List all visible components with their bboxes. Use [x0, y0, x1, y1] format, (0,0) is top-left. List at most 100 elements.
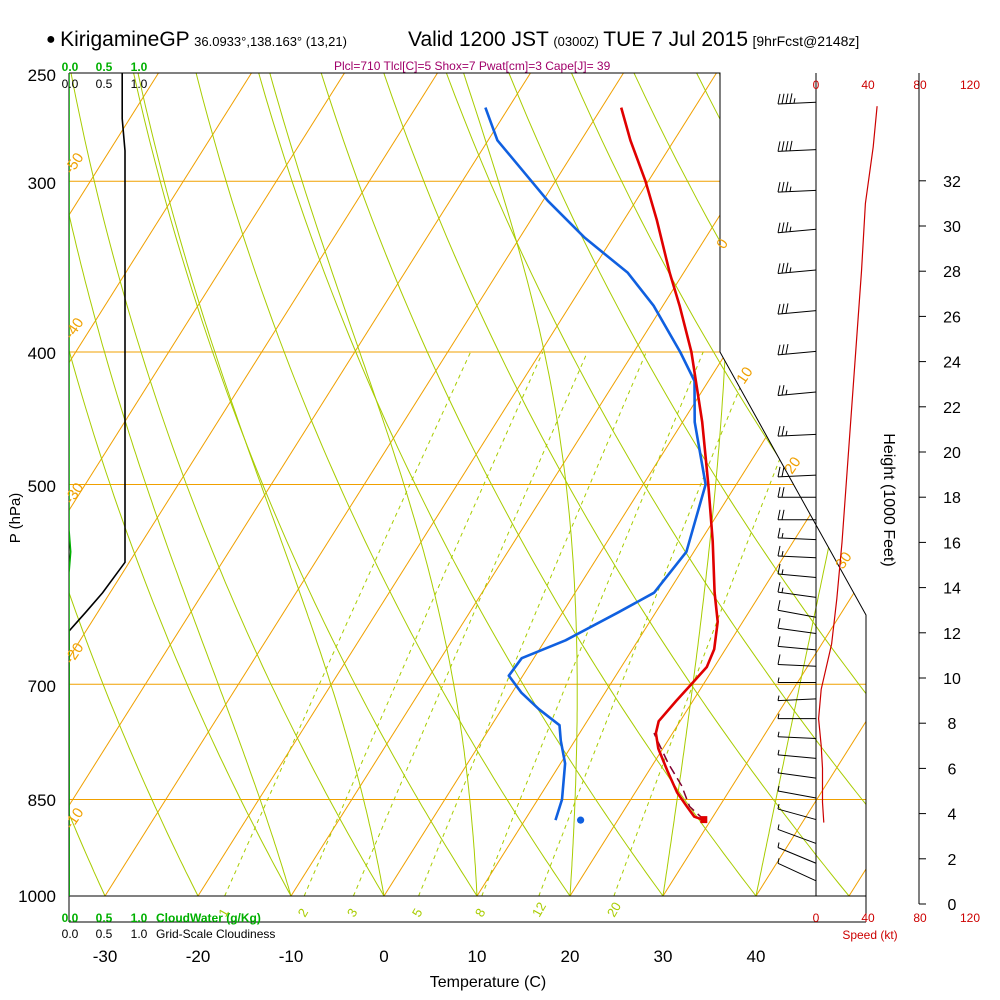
wind-barb-shaft: [777, 269, 817, 274]
wind-barb-shaft: [777, 149, 817, 152]
isotherm-label: 0: [713, 236, 732, 252]
wind-barb-flag: [777, 344, 781, 355]
wind-barb-shaft: [777, 772, 817, 779]
wind-barb-flag: [781, 262, 785, 274]
isotherm-line: [197, 73, 717, 896]
wind-barb-flag: [781, 93, 785, 104]
wind-barb-shaft: [777, 862, 817, 882]
wind-barb: [777, 93, 817, 105]
wind-barb-flag: [781, 385, 785, 396]
cloud-water-profile-line: [69, 73, 72, 896]
wind-barb-flag: [777, 767, 780, 774]
speed-tick-top: 0: [813, 78, 820, 92]
wind-barb-flag: [785, 181, 789, 192]
moist-adiabat-line: [69, 73, 292, 896]
height-tick-label: 32: [943, 174, 961, 191]
height-tick-label: 2: [948, 852, 957, 869]
isotherm-line: [662, 73, 866, 896]
dry-adiabat-line: [884, 73, 1000, 896]
wind-barb-flag: [781, 222, 785, 233]
height-tick-label: 16: [943, 535, 961, 552]
wind-barb-flag: [777, 563, 781, 575]
height-tick-label: 10: [943, 671, 961, 688]
temperature-tick-label: -10: [279, 947, 304, 966]
mixing-ratio-label: 5: [409, 906, 426, 920]
wind-barb-shaft: [777, 101, 817, 105]
valid-zulu: (0300Z): [553, 34, 599, 49]
height-tick-label: 14: [943, 581, 961, 598]
wind-barb-shaft: [777, 391, 817, 396]
wind-barb-flag: [777, 304, 781, 315]
temperature-tick-label: 40: [747, 947, 766, 966]
mixing-ratio-line: [481, 351, 704, 896]
dry-adiabat-line: [70, 73, 385, 896]
wind-barb-flag: [777, 527, 781, 538]
temperature-profile-line: [619, 107, 720, 822]
wind-barb-flag: [785, 93, 789, 104]
height-axis-label: Height (1000 Feet): [880, 433, 897, 566]
height-tick-label: 18: [943, 490, 961, 507]
cloud-water-scale-top: 1.0: [131, 60, 148, 74]
valid-time: Valid 1200 JST (0300Z) TUE 7 Jul 2015 [9…: [408, 28, 859, 52]
dry-adiabat-line: [821, 73, 866, 896]
wind-barb: [777, 636, 817, 651]
wind-barb-shaft: [777, 808, 817, 821]
mixing-ratio-line: [224, 351, 472, 896]
cloudiness-scale-top: 0.5: [96, 77, 113, 91]
speed-tick-top: 40: [861, 78, 875, 92]
isotherm-label: -50: [61, 150, 87, 177]
wind-barb-flag: [785, 343, 789, 355]
isotherm-line: [104, 73, 624, 896]
station-coords: 36.0933°,138.163° (13,21): [194, 34, 347, 49]
isotherm-line: [69, 73, 438, 896]
speed-tick-top: 120: [960, 78, 980, 92]
pressure-tick-label: 700: [28, 677, 56, 696]
wind-barb: [777, 262, 817, 274]
wind-barb: [777, 858, 817, 882]
moist-adiabat-line: [137, 73, 385, 896]
cloudiness-scale-bottom: 0.5: [96, 927, 113, 941]
height-tick-label: 30: [943, 219, 961, 236]
wind-barb: [777, 713, 816, 720]
wind-barb-flag: [777, 466, 781, 477]
dry-adiabat-line: [69, 73, 106, 896]
surface-temperature-marker: [700, 816, 708, 824]
wind-barb-flag: [781, 425, 785, 437]
wind-barb-shaft: [777, 474, 817, 478]
speed-tick-bottom: 120: [960, 911, 980, 925]
dry-adiabat-line: [69, 73, 199, 896]
wind-barb-shaft: [777, 609, 817, 618]
cloud-water-scale-bottom: 1.0: [131, 911, 148, 925]
dry-adiabat-line: [195, 73, 571, 896]
wind-barb-flag: [777, 677, 780, 683]
height-tick-label: 4: [948, 807, 957, 824]
cloud-water-scale-bottom: 0.5: [96, 911, 113, 925]
wind-barb-shaft: [777, 663, 817, 667]
wind-barb-shaft: [777, 310, 817, 315]
cloud-water-scale-bottom: 0.0: [62, 911, 79, 925]
wind-barb-shaft: [777, 645, 817, 651]
isotherm-label: 20: [781, 454, 804, 477]
cloudiness-scale-bottom: 1.0: [131, 927, 148, 941]
x-axis-label: Temperature (C): [430, 974, 546, 991]
wind-barb-flag: [777, 749, 780, 755]
mixing-ratio-line: [613, 351, 823, 896]
speed-axis-label: Speed (kt): [842, 928, 897, 942]
surface-dewpoint-marker: [577, 816, 585, 824]
wind-barb-flag: [777, 182, 781, 193]
dewpoint-profile-line: [484, 107, 707, 821]
dry-adiabat-line: [508, 73, 866, 896]
wind-barb: [777, 563, 817, 579]
temperature-tick-label: -30: [93, 947, 118, 966]
dry-adiabat-line: [571, 73, 866, 896]
wind-barb-flag: [781, 466, 785, 477]
dry-adiabat-line: [69, 73, 292, 896]
height-tick-label: 22: [943, 400, 961, 417]
speed-tick-bottom: 40: [861, 911, 875, 925]
wind-barb-shaft: [777, 573, 817, 579]
temperature-tick-label: 10: [468, 947, 487, 966]
wind-barb-flag: [793, 98, 796, 104]
wind-barb-flag: [777, 222, 781, 233]
cloudiness-scale-top: 1.0: [131, 77, 148, 91]
